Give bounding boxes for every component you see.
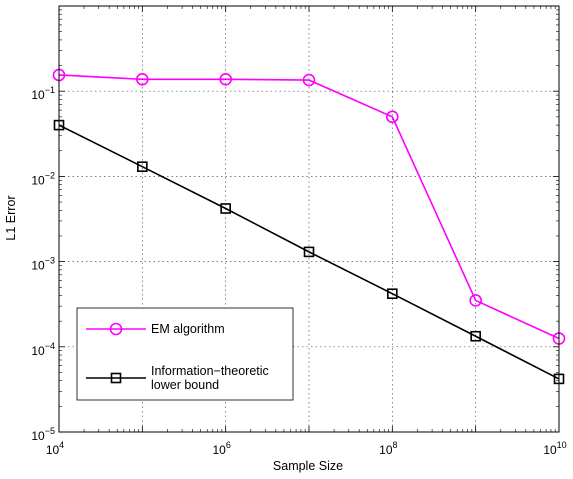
y-tick-label: 10−3	[31, 256, 55, 273]
grid-lines	[59, 6, 559, 432]
legend: EM algorithm Information−theoretic lower b…	[76, 307, 294, 401]
series-1-point	[219, 72, 232, 86]
series-1-point	[469, 294, 482, 307]
legend-label: EM algorithm	[151, 322, 225, 336]
axis-ticks: 104 106 108 1010 10−5 10−4 10−3 10−2 10−1	[31, 5, 567, 457]
y-tick-label: 10−4	[31, 341, 55, 358]
series-2-point	[137, 161, 148, 172]
series-2-line	[58, 124, 560, 380]
y-tick-label: 10−2	[31, 170, 55, 187]
series-1	[52, 68, 566, 345]
x-tick-label: 104	[46, 440, 64, 457]
legend-label: Information−theoretic lower bound	[151, 364, 269, 392]
series-1-line	[58, 74, 560, 340]
series-1-point	[386, 110, 399, 124]
x-tick-label: 1010	[543, 440, 566, 457]
y-axis-title: L1 Error	[4, 195, 18, 240]
series-2-point	[470, 330, 481, 342]
y-tick-label: 10−1	[31, 85, 55, 102]
x-axis-title: Sample Size	[273, 459, 343, 473]
x-tick-label: 106	[212, 440, 230, 457]
series-1-point	[302, 73, 316, 87]
series-2-point	[387, 288, 398, 299]
legend-box	[76, 307, 294, 401]
y-tick-label: 10−5	[31, 426, 55, 443]
series-1-point	[136, 72, 149, 86]
legend-entry-1: EM algorithm	[86, 322, 225, 336]
legend-marker	[109, 322, 123, 336]
series-2-point	[303, 246, 315, 258]
legend-entry-2: Information−theoretic lower bound	[86, 364, 269, 392]
x-tick-label: 108	[379, 440, 397, 457]
legend-marker	[110, 372, 122, 384]
series-2-point	[220, 203, 231, 214]
